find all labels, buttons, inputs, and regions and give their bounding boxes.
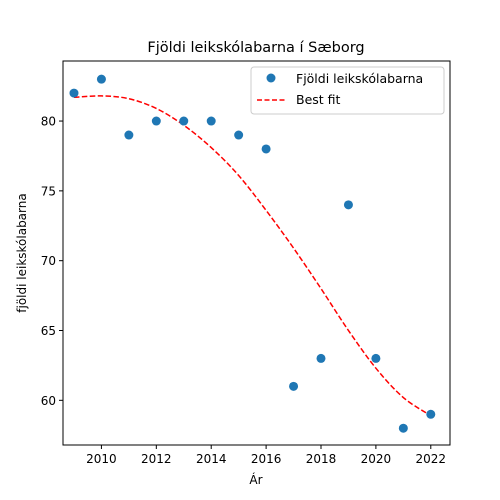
data-point (289, 381, 299, 391)
y-tick-label: 70 (41, 254, 56, 268)
x-tick-label: 2010 (86, 452, 117, 466)
y-tick-label: 60 (41, 394, 56, 408)
legend-box (250, 66, 445, 115)
x-axis-label: Ár (249, 472, 262, 487)
x-tick-label: 2020 (361, 452, 392, 466)
data-point (96, 74, 106, 84)
chart-title: Fjöldi leikskólabarna í Sæborg (147, 40, 364, 56)
data-point (398, 423, 408, 433)
best-fit-line (73, 95, 432, 417)
y-tick-label: 80 (41, 115, 56, 129)
y-tick-label: 75 (41, 184, 56, 198)
plot-frame (62, 60, 451, 446)
x-tick-label: 2016 (251, 452, 282, 466)
data-point (261, 144, 271, 154)
x-tick-label: 2022 (416, 452, 447, 466)
x-tick-label: 2014 (196, 452, 227, 466)
data-point (343, 200, 353, 210)
y-axis-label: fjöldi leikskólabarna (15, 193, 29, 312)
data-point (371, 353, 381, 363)
data-point (234, 130, 244, 140)
x-tick-label: 2012 (141, 452, 172, 466)
data-point (124, 130, 134, 140)
plot-area (69, 74, 436, 433)
data-point (206, 116, 216, 126)
x-axis: 2010 2012 2014 2016 2018 2020 2022 (86, 445, 446, 466)
data-point (179, 116, 189, 126)
x-tick-label: 2018 (306, 452, 337, 466)
legend-label-fit: Best fit (296, 92, 341, 107)
y-axis: 60 65 70 75 80 (41, 115, 63, 408)
data-point (69, 88, 79, 98)
data-point (316, 353, 326, 363)
legend-label-scatter: Fjöldi leikskólabarna (296, 71, 423, 86)
y-tick-label: 65 (41, 324, 56, 338)
legend-marker-scatter (266, 73, 276, 83)
data-point (426, 409, 436, 419)
data-point (151, 116, 161, 126)
legend: Fjöldi leikskólabarna Best fit (250, 66, 445, 115)
